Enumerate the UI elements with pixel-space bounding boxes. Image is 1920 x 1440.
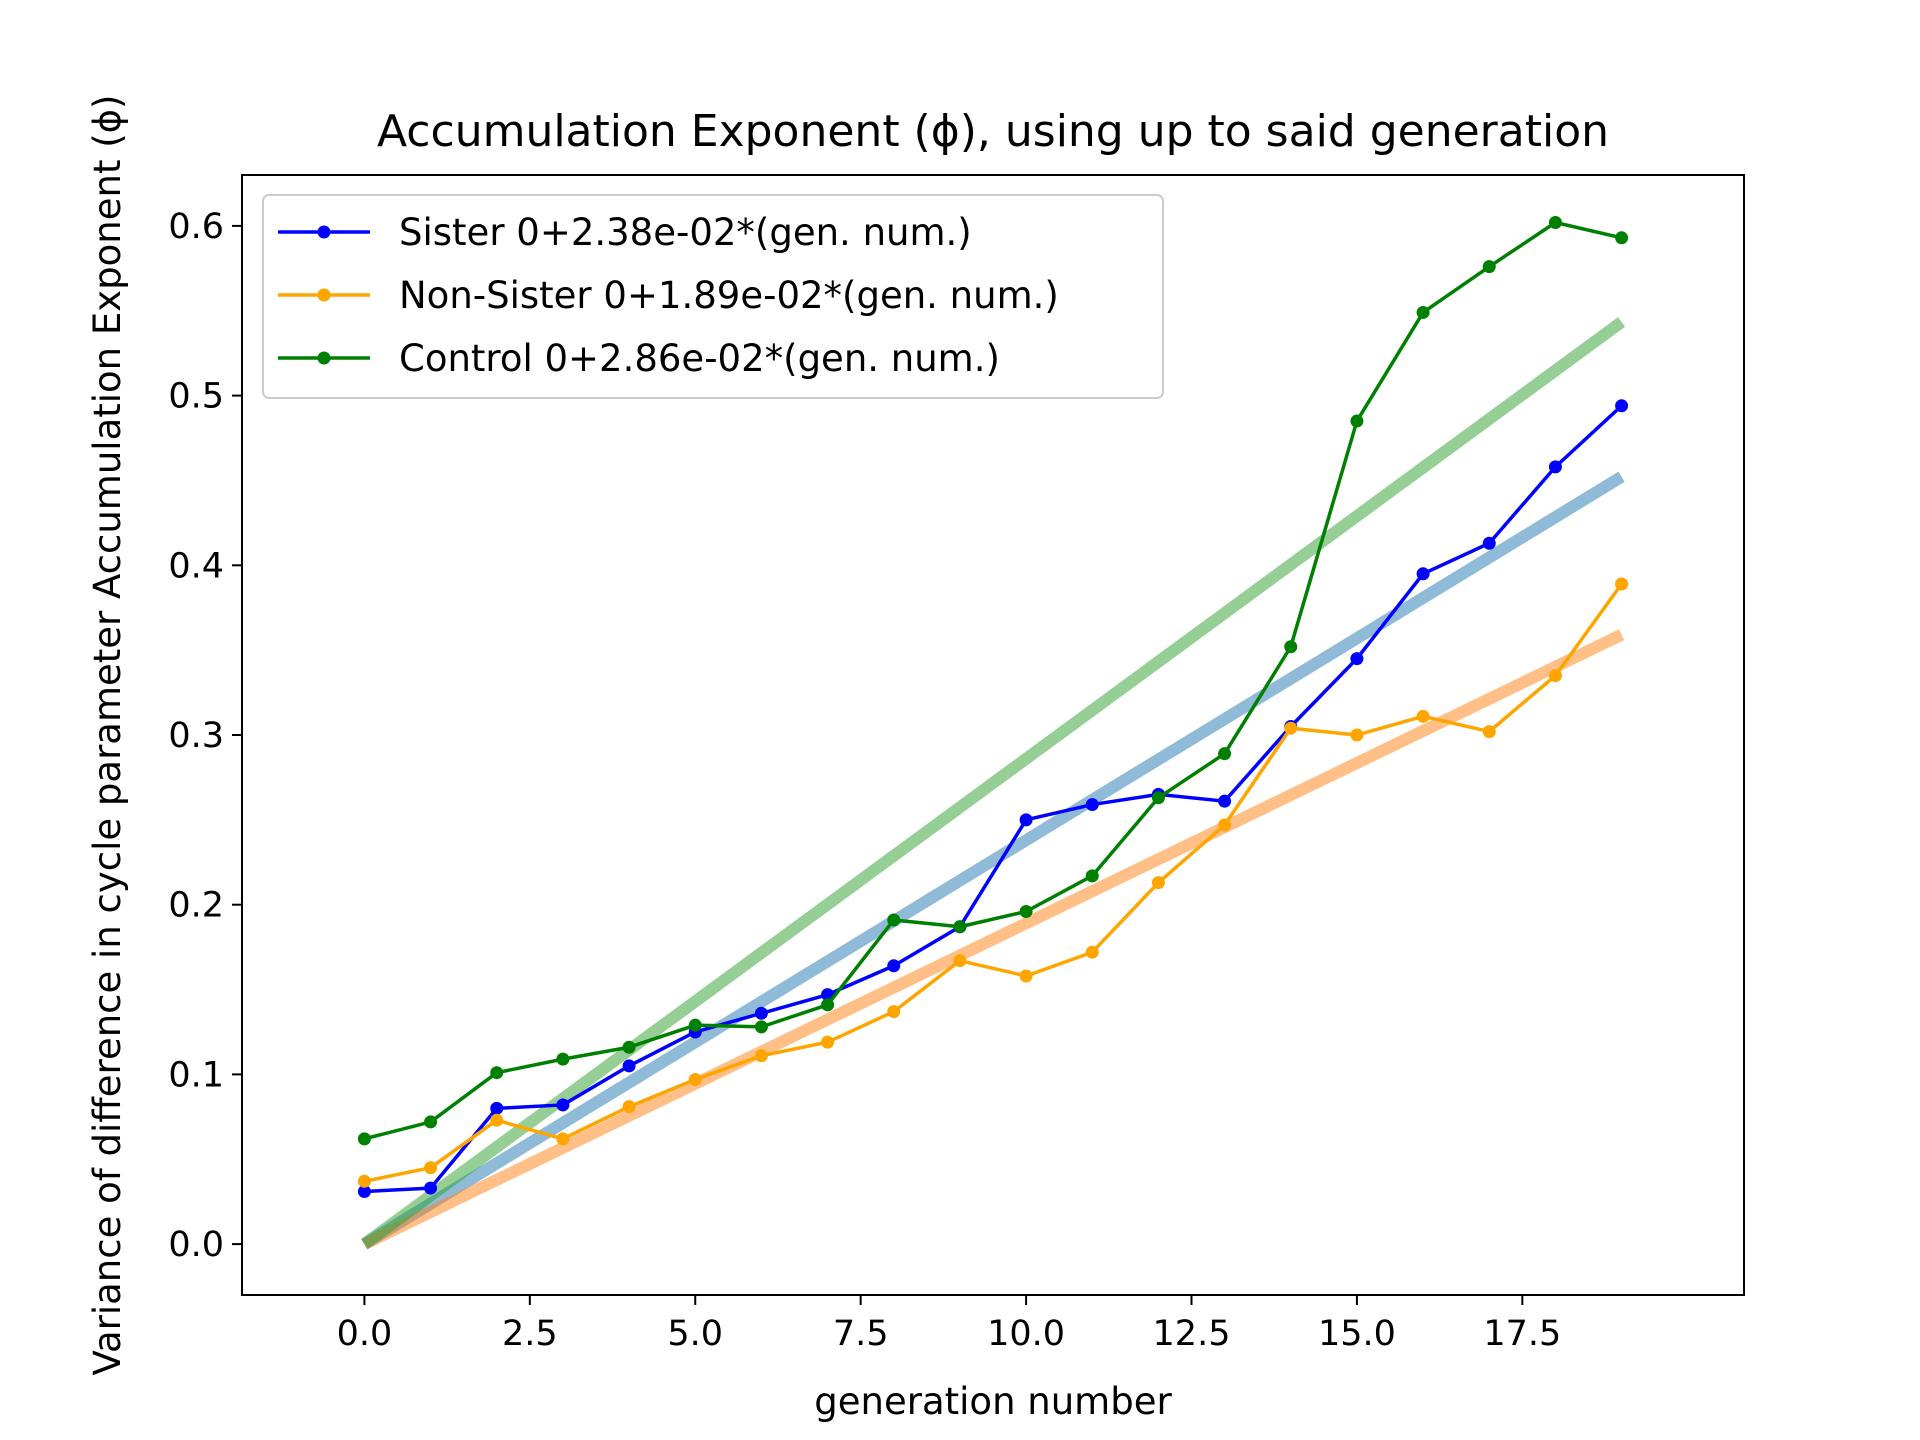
- data-point: [424, 1161, 438, 1175]
- data-point: [556, 1052, 570, 1066]
- data-point: [754, 1049, 768, 1063]
- data-point: [1218, 747, 1232, 761]
- legend-swatch-marker: [317, 288, 331, 302]
- data-lines: [357, 216, 1629, 1198]
- y-axis-label: Variance of difference in cycle paramete…: [86, 95, 129, 1376]
- data-point: [1019, 813, 1033, 827]
- data-point: [556, 1132, 570, 1146]
- y-tick-label: 0.4: [168, 546, 224, 586]
- data-point: [1548, 216, 1562, 230]
- x-tick-label: 12.5: [1153, 1314, 1231, 1354]
- data-point: [1350, 414, 1364, 428]
- x-tick-label: 7.5: [833, 1314, 889, 1354]
- data-point: [953, 954, 967, 968]
- data-point: [953, 920, 967, 934]
- data-point: [1218, 794, 1232, 808]
- data-point: [1416, 709, 1430, 723]
- data-point: [1085, 798, 1099, 812]
- data-point: [821, 1035, 835, 1049]
- legend-swatch-marker: [317, 351, 331, 365]
- data-point: [1350, 652, 1364, 666]
- data-point: [1416, 567, 1430, 581]
- fit-lines: [360, 317, 1626, 1250]
- y-tick-label: 0.6: [168, 207, 224, 247]
- y-tick-label: 0.1: [168, 1055, 224, 1095]
- data-point: [688, 1072, 702, 1086]
- data-point: [622, 1100, 636, 1114]
- data-point: [556, 1098, 570, 1112]
- x-tick-label: 15.0: [1318, 1314, 1396, 1354]
- data-point: [490, 1066, 504, 1080]
- data-point: [424, 1181, 438, 1195]
- data-point: [1615, 399, 1629, 413]
- data-point: [1416, 305, 1430, 319]
- data-point: [1615, 577, 1629, 591]
- x-axis: 0.0 2.5 5.0 7.5 10.0 12.5 15.0 17.5: [337, 1295, 1561, 1354]
- data-point: [754, 1020, 768, 1034]
- y-tick-label: 0.2: [168, 886, 224, 926]
- legend: Sister 0+2.38e-02*(gen. num.) Non-Sister …: [262, 194, 1164, 399]
- data-point: [1548, 460, 1562, 474]
- data-point: [622, 1059, 636, 1073]
- series-line: [363, 220, 1622, 1141]
- data-point: [490, 1113, 504, 1127]
- legend-box: [262, 194, 1164, 399]
- data-point: [754, 1006, 768, 1020]
- data-point: [1019, 969, 1033, 983]
- data-point: [821, 998, 835, 1012]
- data-point: [1548, 669, 1562, 683]
- series: [357, 577, 1629, 1188]
- series: [357, 216, 1629, 1146]
- y-axis: 0.0 0.1 0.2 0.3 0.4 0.5 0.6: [168, 207, 242, 1265]
- x-axis-label: generation number: [814, 1380, 1172, 1423]
- data-point: [622, 1040, 636, 1054]
- legend-swatch-marker: [317, 225, 331, 239]
- x-tick-label: 10.0: [987, 1314, 1065, 1354]
- y-tick-label: 0.0: [168, 1225, 224, 1265]
- data-point: [688, 1018, 702, 1032]
- x-tick-label: 0.0: [337, 1314, 393, 1354]
- data-point: [1350, 728, 1364, 742]
- data-point: [1482, 725, 1496, 739]
- y-tick-label: 0.5: [168, 377, 224, 417]
- data-point: [887, 1005, 901, 1019]
- y-tick-label: 0.3: [168, 716, 224, 756]
- data-point: [424, 1115, 438, 1129]
- x-tick-label: 17.5: [1483, 1314, 1561, 1354]
- legend-label: Sister 0+2.38e-02*(gen. num.): [399, 211, 972, 254]
- legend-items: Sister 0+2.38e-02*(gen. num.) Non-Sister …: [278, 211, 1059, 380]
- chart-title: Accumulation Exponent (ϕ), using up to s…: [377, 106, 1609, 157]
- data-point: [1615, 231, 1629, 245]
- data-point: [1482, 536, 1496, 550]
- x-tick-label: 2.5: [502, 1314, 558, 1354]
- series-line: [364, 404, 1623, 1194]
- fit-line: [360, 317, 1626, 1249]
- legend-label: Non-Sister 0+1.89e-02*(gen. num.): [399, 274, 1059, 317]
- data-point: [1151, 876, 1165, 890]
- fit-line: [361, 629, 1625, 1250]
- legend-label: Control 0+2.86e-02*(gen. num.): [399, 337, 1000, 380]
- data-point: [490, 1101, 504, 1115]
- data-point: [357, 1132, 371, 1146]
- data-point: [1218, 818, 1232, 832]
- data-point: [1284, 721, 1298, 735]
- data-point: [887, 913, 901, 927]
- data-point: [1085, 869, 1099, 883]
- data-point: [1019, 904, 1033, 918]
- data-point: [1284, 640, 1298, 654]
- data-point: [357, 1174, 371, 1188]
- fit-line: [361, 471, 1625, 1250]
- x-tick-label: 5.0: [667, 1314, 723, 1354]
- data-point: [887, 959, 901, 973]
- data-point: [1151, 791, 1165, 805]
- data-point: [1085, 945, 1099, 959]
- data-point: [1482, 260, 1496, 274]
- data-point: [357, 1184, 371, 1198]
- series-line: [364, 582, 1624, 1184]
